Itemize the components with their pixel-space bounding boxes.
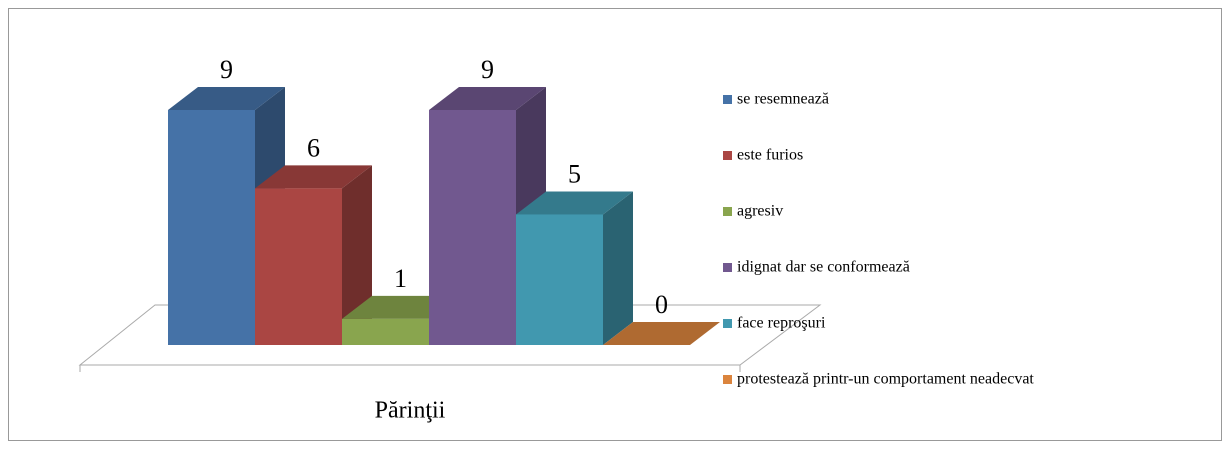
bar	[603, 322, 720, 345]
data-label: 1	[394, 264, 407, 293]
legend-swatch	[723, 319, 732, 328]
bar-front	[168, 110, 255, 345]
category-label: Părinţii	[375, 398, 446, 424]
legend-swatch	[723, 207, 732, 216]
bar-side	[342, 165, 372, 345]
legend-swatch	[723, 151, 732, 160]
bar-side	[603, 191, 633, 345]
data-label: 0	[655, 290, 668, 319]
bar-front	[516, 214, 603, 345]
legend-label: protestează printr-un comportament neade…	[737, 371, 1034, 388]
legend-label: face reproşuri	[737, 315, 826, 332]
bar-top	[516, 191, 633, 215]
data-label: 6	[307, 133, 320, 162]
bar	[255, 165, 372, 345]
bar-front	[342, 318, 429, 345]
data-label: 9	[220, 55, 233, 84]
bar-top	[603, 322, 720, 345]
legend-swatch	[723, 263, 732, 272]
bar-top	[255, 165, 372, 189]
bar-top	[429, 87, 546, 110]
bar-front	[255, 188, 342, 345]
bar	[516, 191, 633, 345]
bar-top	[168, 87, 285, 110]
legend-swatch	[723, 95, 732, 104]
legend-label: agresiv	[737, 203, 783, 220]
data-label: 9	[481, 55, 494, 84]
legend-label: se resemnează	[737, 91, 829, 108]
data-label: 5	[568, 159, 581, 188]
legend-label: idignat dar se conformează	[737, 259, 910, 276]
legend-label: este furios	[737, 147, 803, 164]
legend-swatch	[723, 375, 732, 384]
bar-front	[429, 110, 516, 345]
